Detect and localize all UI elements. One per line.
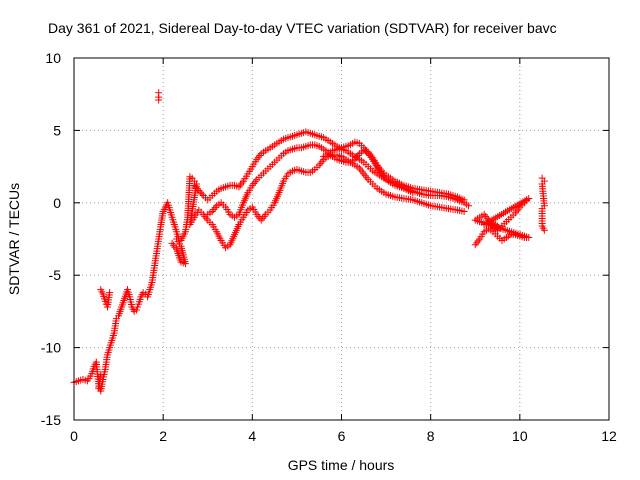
data-point	[190, 181, 198, 189]
chart-title: Day 361 of 2021, Sidereal Day-to-day VTE…	[48, 20, 557, 36]
data-point	[196, 188, 204, 196]
data-point	[106, 289, 114, 297]
data-point	[540, 226, 548, 234]
data-point	[173, 235, 181, 243]
x-tick-label: 6	[338, 428, 346, 444]
data-point	[132, 306, 140, 314]
data-point	[134, 303, 142, 311]
y-tick-label: 5	[53, 122, 61, 138]
data-point	[198, 190, 206, 198]
series-track-evening	[471, 194, 533, 249]
x-tick-label: 4	[248, 428, 256, 444]
series-track-main	[70, 151, 468, 395]
data-point	[97, 371, 105, 379]
series-track-crossing	[320, 138, 417, 197]
data-point	[409, 189, 417, 197]
x-tick-label: 10	[512, 428, 528, 444]
data-point	[460, 196, 468, 204]
data-point	[195, 186, 203, 194]
x-tick-label: 8	[427, 428, 435, 444]
y-tick-label: 10	[45, 50, 61, 66]
y-tick-label: 0	[53, 195, 61, 211]
data-point	[192, 183, 200, 191]
y-axis-title: SDTVAR / TECUs	[6, 183, 22, 295]
y-tick-label: -15	[41, 412, 61, 428]
y-tick-label: -5	[49, 267, 62, 283]
data-points	[70, 89, 548, 395]
y-tick-label: -10	[41, 340, 61, 356]
x-tick-label: 12	[601, 428, 617, 444]
plot-frame	[73, 57, 610, 421]
data-point	[460, 207, 468, 215]
data-point	[494, 222, 502, 230]
x-tick-label: 0	[70, 428, 78, 444]
x-axis-title: GPS time / hours	[288, 457, 395, 473]
data-point	[465, 202, 473, 210]
x-tick-label: 2	[159, 428, 167, 444]
data-point	[155, 96, 163, 104]
tick-labels: 0 2 4 6 8 10 12 -15 -10 -5 0 5 10	[41, 50, 617, 444]
series-track-scatter	[95, 89, 548, 392]
data-point	[193, 185, 201, 193]
